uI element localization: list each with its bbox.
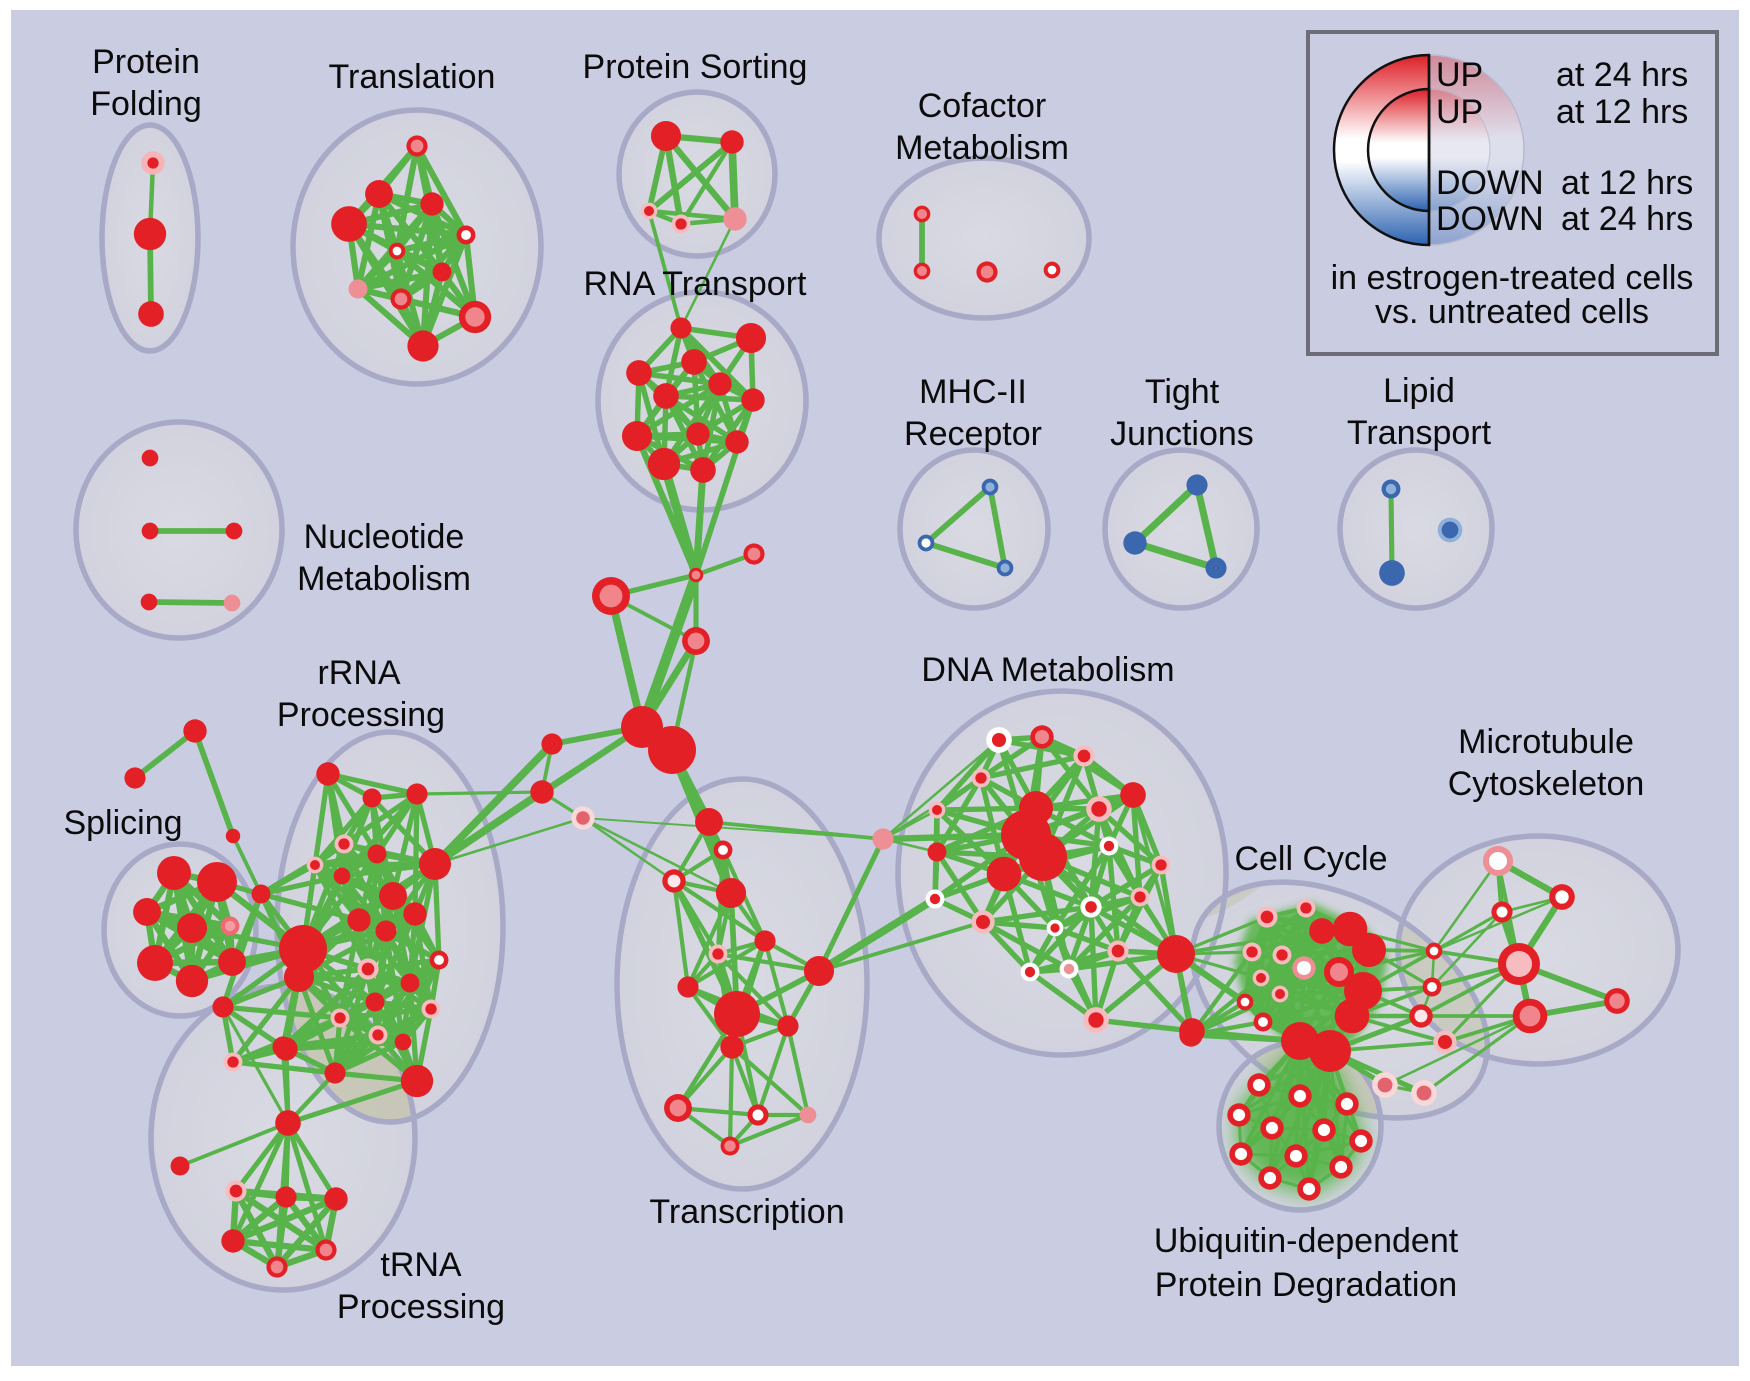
svg-text:vs. untreated cells: vs. untreated cells xyxy=(1375,293,1649,331)
svg-text:DOWN: DOWN xyxy=(1436,200,1544,238)
svg-text:Nucleotide: Nucleotide xyxy=(304,518,465,556)
svg-text:UP: UP xyxy=(1436,56,1483,94)
svg-text:at 24 hrs: at 24 hrs xyxy=(1561,200,1693,238)
svg-text:Receptor: Receptor xyxy=(904,415,1042,453)
svg-text:Translation: Translation xyxy=(329,58,496,96)
svg-text:Metabolism: Metabolism xyxy=(297,560,471,598)
svg-text:Protein: Protein xyxy=(92,43,200,81)
svg-text:Processing: Processing xyxy=(337,1288,505,1326)
svg-text:Junctions: Junctions xyxy=(1110,415,1254,453)
svg-text:in estrogen-treated cells: in estrogen-treated cells xyxy=(1331,259,1694,297)
svg-text:Cell Cycle: Cell Cycle xyxy=(1234,840,1387,878)
svg-text:Transcription: Transcription xyxy=(649,1193,844,1231)
svg-text:Metabolism: Metabolism xyxy=(895,129,1069,167)
svg-text:Protein Degradation: Protein Degradation xyxy=(1155,1266,1457,1304)
svg-text:Microtubule: Microtubule xyxy=(1458,723,1634,761)
svg-text:Tight: Tight xyxy=(1145,373,1220,411)
svg-text:Splicing: Splicing xyxy=(63,804,182,842)
svg-text:at 24 hrs: at 24 hrs xyxy=(1556,56,1688,94)
svg-text:DOWN: DOWN xyxy=(1436,164,1544,202)
svg-text:Ubiquitin-dependent: Ubiquitin-dependent xyxy=(1154,1222,1459,1260)
svg-text:Processing: Processing xyxy=(277,696,445,734)
svg-text:Lipid: Lipid xyxy=(1383,372,1455,410)
svg-text:at 12 hrs: at 12 hrs xyxy=(1556,93,1688,131)
svg-text:Cytoskeleton: Cytoskeleton xyxy=(1448,765,1645,803)
svg-text:MHC-II: MHC-II xyxy=(919,373,1027,411)
svg-text:rRNA: rRNA xyxy=(317,654,400,692)
svg-text:Folding: Folding xyxy=(90,85,202,123)
svg-text:Protein Sorting: Protein Sorting xyxy=(583,48,808,86)
svg-text:at 12 hrs: at 12 hrs xyxy=(1561,164,1693,202)
svg-text:tRNA: tRNA xyxy=(380,1246,462,1284)
svg-text:UP: UP xyxy=(1436,93,1483,131)
svg-text:Cofactor: Cofactor xyxy=(918,87,1047,125)
svg-text:RNA Transport: RNA Transport xyxy=(584,265,808,303)
svg-text:DNA Metabolism: DNA Metabolism xyxy=(921,651,1174,689)
svg-text:Transport: Transport xyxy=(1347,414,1492,452)
